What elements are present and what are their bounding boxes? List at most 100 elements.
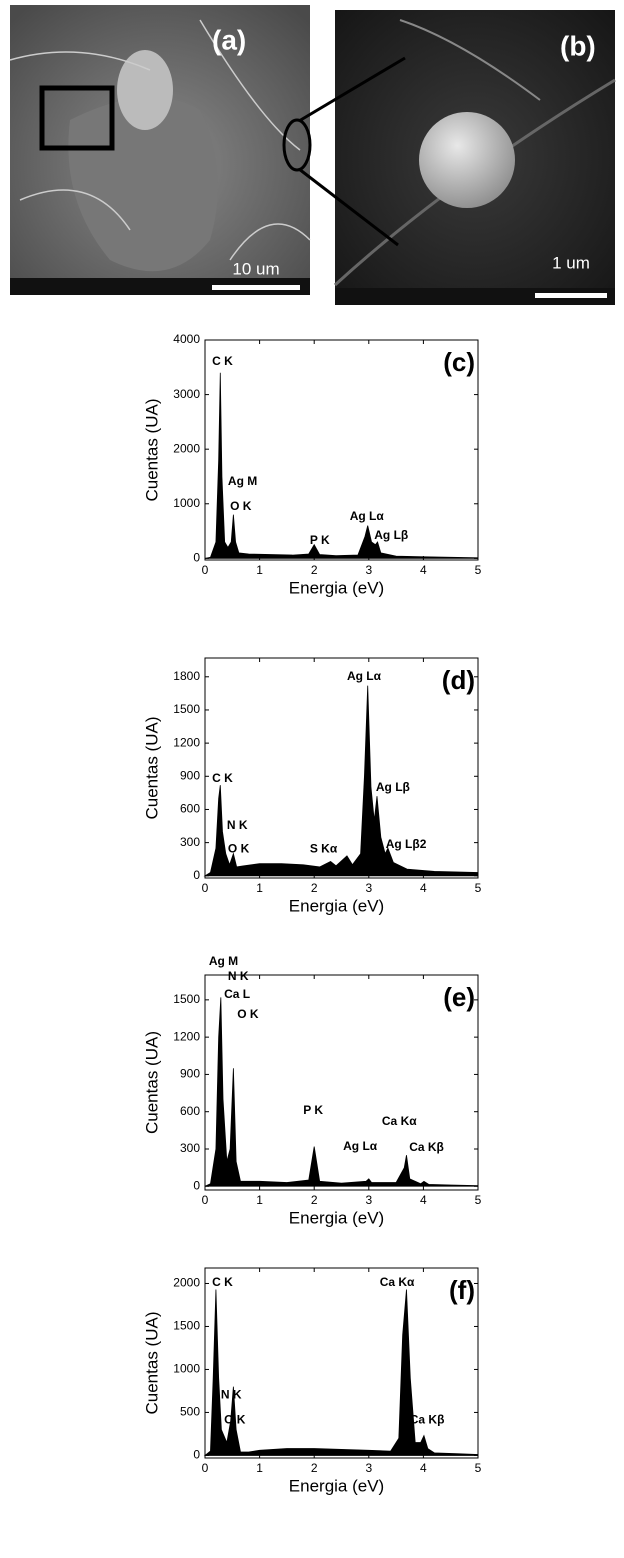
y-tick-label: 2000	[173, 441, 200, 455]
peak-label: O K	[230, 499, 252, 513]
y-tick-label: 0	[193, 1448, 200, 1462]
peak-label: Ca L	[224, 987, 250, 1001]
x-tick-label: 3	[365, 563, 372, 577]
y-tick-label: 1500	[173, 702, 200, 716]
peak-label: Ag Lα	[343, 1139, 378, 1153]
peak-label: Ca Kα	[380, 1275, 415, 1289]
peak-label: C K	[212, 771, 233, 785]
y-axis-label: Cuentas (UA)	[142, 717, 161, 820]
spectrum	[203, 685, 479, 877]
peak-label: O K	[237, 1007, 259, 1021]
y-axis-label: Cuentas (UA)	[142, 1312, 161, 1415]
peak-label: S Kα	[310, 841, 338, 855]
y-tick-label: 600	[180, 802, 200, 816]
x-tick-label: 4	[420, 1193, 427, 1207]
x-tick-label: 5	[475, 1461, 482, 1475]
peak-label: C K	[212, 354, 233, 368]
peak-label: N K	[227, 818, 248, 832]
peak-label: Ag Lα	[347, 669, 382, 683]
y-tick-label: 1000	[173, 496, 200, 510]
x-tick-label: 4	[420, 881, 427, 895]
plot-frame	[204, 339, 479, 561]
y-tick-label: 600	[180, 1104, 200, 1118]
y-tick-label: 2000	[173, 1276, 200, 1290]
y-tick-label: 3000	[173, 387, 200, 401]
peak-label: Ag Lα	[350, 509, 385, 523]
peak-label: O K	[228, 841, 250, 855]
panel-label: (c)	[443, 347, 475, 377]
y-tick-label: 1500	[173, 992, 200, 1006]
x-tick-label: 2	[311, 1461, 318, 1475]
image-label: (b)	[560, 30, 596, 61]
x-tick-label: 0	[202, 881, 209, 895]
peak-label: O K	[224, 1412, 246, 1426]
x-axis-label: Energia (eV)	[289, 578, 384, 597]
sem-image-a	[9, 5, 311, 295]
x-axis-label: Energia (eV)	[289, 1476, 384, 1495]
peak-label: C K	[212, 1275, 233, 1289]
y-tick-label: 0	[193, 868, 200, 882]
sem-image-b	[333, 10, 616, 305]
peak-label: Ag Lβ2	[386, 837, 427, 851]
scale-bar-label: 10 um	[232, 259, 279, 278]
y-tick-label: 300	[180, 1141, 200, 1155]
x-tick-label: 4	[420, 1461, 427, 1475]
y-axis-label: Cuentas (UA)	[142, 1031, 161, 1134]
x-tick-label: 0	[202, 563, 209, 577]
y-tick-label: 1200	[173, 1029, 200, 1043]
peak-label: N K	[228, 969, 249, 983]
y-tick-label: 4000	[173, 332, 200, 346]
x-tick-label: 2	[311, 881, 318, 895]
peak-label: Ca Kα	[382, 1114, 417, 1128]
x-tick-label: 1	[256, 563, 263, 577]
spectrum	[203, 1289, 479, 1456]
x-tick-label: 3	[365, 881, 372, 895]
spectrum	[204, 372, 479, 559]
x-tick-label: 5	[475, 563, 482, 577]
y-tick-label: 300	[180, 835, 200, 849]
x-tick-label: 1	[256, 881, 263, 895]
y-tick-label: 1200	[173, 735, 200, 749]
y-tick-label: 1000	[173, 1362, 200, 1376]
scale-bar-label: 1 um	[552, 253, 590, 272]
y-tick-label: 1500	[173, 1319, 200, 1333]
y-tick-label: 500	[180, 1405, 200, 1419]
y-tick-label: 0	[193, 551, 200, 565]
peak-label: N K	[221, 1387, 242, 1401]
x-tick-label: 1	[256, 1461, 263, 1475]
panel-label: (d)	[442, 665, 475, 695]
peak-label: Ag Lβ	[374, 528, 408, 542]
x-axis-label: Energia (eV)	[289, 896, 384, 915]
x-axis-label: Energia (eV)	[289, 1208, 384, 1227]
x-tick-label: 0	[202, 1193, 209, 1207]
x-tick-label: 1	[256, 1193, 263, 1207]
plot-frame	[204, 1267, 479, 1459]
y-tick-label: 900	[180, 1067, 200, 1081]
panel-label: (f)	[449, 1275, 475, 1305]
peak-label: Ag M	[228, 474, 257, 488]
y-tick-label: 900	[180, 768, 200, 782]
plot-frame	[204, 974, 479, 1191]
peak-label: P K	[310, 533, 330, 547]
peak-label: Ag Lβ	[376, 780, 410, 794]
zoom-indicator	[282, 56, 406, 247]
x-tick-label: 0	[202, 1461, 209, 1475]
x-tick-label: 3	[365, 1461, 372, 1475]
spectrum	[204, 997, 479, 1187]
x-tick-label: 5	[475, 1193, 482, 1207]
peak-label: Ag M	[209, 954, 238, 968]
y-tick-label: 0	[193, 1178, 200, 1192]
peak-label: P K	[303, 1103, 323, 1117]
peak-label: Ca Kβ	[409, 1140, 444, 1154]
x-tick-label: 2	[311, 1193, 318, 1207]
plot-frame	[204, 657, 479, 879]
peak-label: Ca Kβ	[410, 1412, 445, 1426]
x-tick-label: 3	[365, 1193, 372, 1207]
x-tick-label: 5	[475, 881, 482, 895]
x-tick-label: 2	[311, 563, 318, 577]
panel-label: (e)	[443, 982, 475, 1012]
x-tick-label: 4	[420, 563, 427, 577]
y-axis-label: Cuentas (UA)	[142, 399, 161, 502]
image-label: (a)	[212, 24, 246, 55]
